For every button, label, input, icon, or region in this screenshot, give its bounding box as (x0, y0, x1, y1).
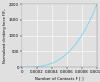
X-axis label: Number of Contacts F [ ]: Number of Contacts F [ ] (35, 77, 84, 81)
Y-axis label: Normalized climbing force F/Fₙ: Normalized climbing force F/Fₙ (3, 8, 7, 63)
